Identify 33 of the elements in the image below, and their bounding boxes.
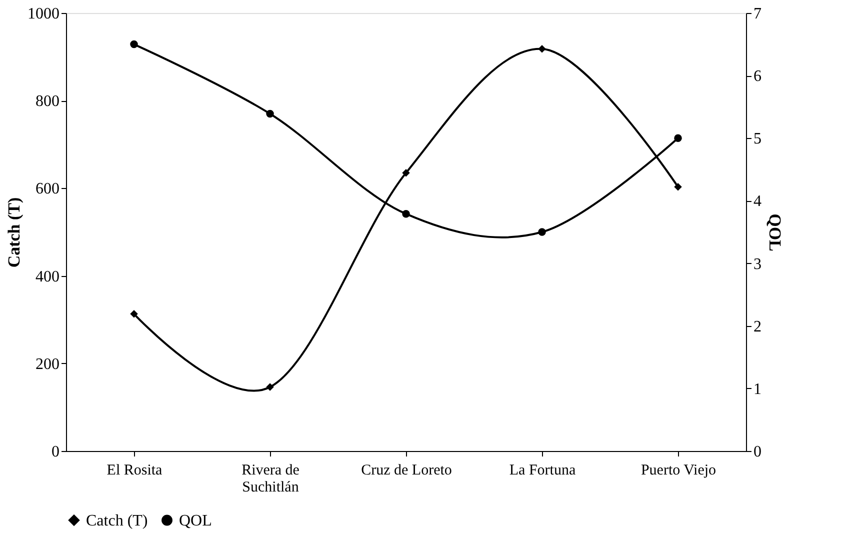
point [674,134,682,142]
y-tick-label: 600 [36,180,60,198]
y2-tick-label: 6 [754,68,762,86]
point [402,168,410,177]
y-tick-label: 400 [36,268,60,286]
x-tick-label: El Rosita [106,462,163,478]
y-axis-title: Catch (T) [4,197,24,268]
y2-tick-label: 5 [754,130,762,148]
legend-label: QOL [179,512,212,530]
y2-tick-label: 2 [754,318,762,336]
y2-tick-label: 4 [754,193,762,210]
point [266,110,274,118]
point [130,310,138,318]
y2-axis-title: QOL [766,214,784,252]
point [266,383,274,391]
y-tick-label: 0 [52,444,60,460]
y2-tick-label: 3 [754,256,762,273]
point [674,183,682,191]
y2-tick-label: 0 [754,444,762,460]
point [538,228,546,236]
y-tick-label: 1000 [28,6,60,22]
y2-tick-label: 1 [754,380,762,398]
legend-label: Catch (T) [86,512,148,530]
y2-tick-label: 7 [754,6,762,22]
x-tick-label: Cruz de Loreto [361,462,452,478]
point [538,45,546,53]
x-tick-label: Puerto Viejo [640,462,716,478]
x-tick-label: Rivera de Suchitlán [242,462,300,496]
y-tick-label: 200 [36,356,60,373]
x-tick-label: La Fortuna [509,462,576,478]
point [402,210,410,218]
point [130,40,138,48]
y-tick-label: 800 [36,93,60,110]
